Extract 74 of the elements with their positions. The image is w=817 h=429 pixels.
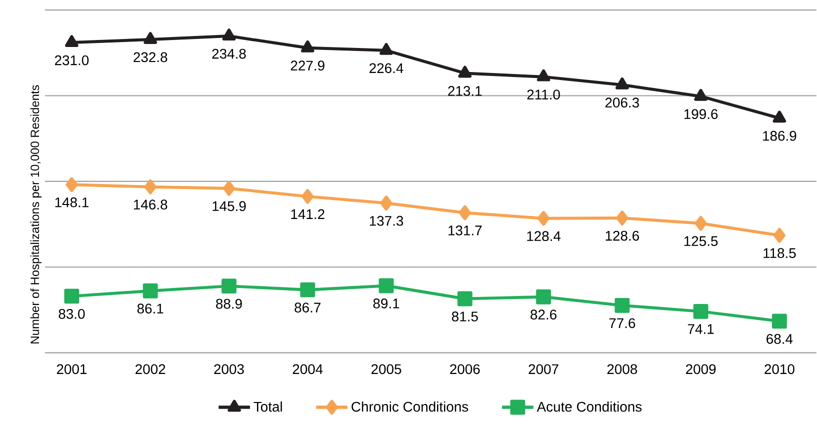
legend-label: Acute Conditions bbox=[536, 402, 642, 412]
point bbox=[380, 43, 393, 56]
point bbox=[694, 216, 707, 231]
point bbox=[380, 196, 392, 211]
data-label: 199.6 bbox=[684, 109, 718, 120]
point bbox=[300, 282, 316, 298]
point bbox=[536, 70, 550, 82]
point bbox=[144, 180, 156, 194]
x-tick-label: 2010 bbox=[764, 364, 794, 374]
point bbox=[222, 28, 236, 41]
point bbox=[223, 181, 235, 196]
data-label: 86.1 bbox=[137, 304, 164, 314]
legend-label: Chronic Conditions bbox=[352, 402, 468, 412]
point bbox=[222, 278, 236, 294]
data-label: 128.6 bbox=[606, 230, 639, 241]
legend-label: Total bbox=[254, 402, 282, 412]
data-label: 68.4 bbox=[766, 334, 793, 344]
data-label: 131.7 bbox=[448, 226, 482, 236]
point bbox=[302, 189, 314, 204]
data-label: 83.0 bbox=[58, 309, 85, 320]
data-label: 148.1 bbox=[55, 198, 88, 208]
data-label: 77.6 bbox=[609, 318, 636, 328]
data-label: 234.8 bbox=[212, 48, 246, 59]
point bbox=[536, 290, 551, 304]
data-label: 141.2 bbox=[291, 209, 324, 220]
point bbox=[772, 110, 786, 123]
data-label: 227.9 bbox=[290, 60, 324, 71]
y-axis-title: Number of Hospitalizations per 10,000 Residents bbox=[30, 85, 42, 344]
point bbox=[64, 288, 80, 304]
x-tick-label: 2007 bbox=[528, 364, 558, 374]
data-label: 145.9 bbox=[212, 201, 246, 212]
data-label: 231.0 bbox=[54, 56, 89, 66]
data-label: 89.1 bbox=[373, 298, 400, 309]
data-label: 146.8 bbox=[134, 200, 168, 210]
point bbox=[694, 89, 708, 101]
point bbox=[693, 304, 708, 320]
x-tick-label: 2008 bbox=[607, 364, 638, 374]
data-label: 88.9 bbox=[216, 299, 242, 309]
data-label: 74.1 bbox=[688, 324, 714, 334]
x-tick-label: 2004 bbox=[292, 364, 323, 374]
point bbox=[458, 205, 471, 220]
point bbox=[772, 314, 787, 329]
point bbox=[142, 284, 158, 298]
x-tick-label: 2003 bbox=[214, 364, 244, 374]
data-label: 118.5 bbox=[764, 248, 796, 258]
point bbox=[616, 78, 629, 90]
point bbox=[378, 278, 394, 294]
data-label: 211.0 bbox=[527, 90, 560, 100]
data-label: 226.4 bbox=[370, 63, 404, 74]
x-tick-label: 2005 bbox=[371, 364, 402, 374]
data-label: 86.7 bbox=[294, 302, 320, 313]
point bbox=[300, 40, 314, 52]
point bbox=[458, 66, 472, 78]
data-label: 81.5 bbox=[452, 312, 478, 322]
x-tick-label: 2001 bbox=[56, 364, 87, 374]
x-tick-label: 2002 bbox=[136, 364, 166, 374]
data-label: 125.5 bbox=[684, 236, 718, 246]
data-label: 128.4 bbox=[527, 231, 561, 242]
data-label: 137.3 bbox=[370, 216, 404, 226]
point bbox=[773, 228, 786, 243]
data-label: 206.3 bbox=[605, 98, 639, 108]
point bbox=[616, 210, 628, 226]
data-label: 232.8 bbox=[134, 52, 168, 62]
point bbox=[538, 211, 550, 226]
point bbox=[614, 298, 630, 314]
point bbox=[66, 177, 78, 192]
data-label: 82.6 bbox=[530, 310, 556, 320]
point bbox=[65, 35, 78, 48]
x-tick-label: 2006 bbox=[450, 364, 480, 374]
point bbox=[457, 291, 472, 306]
data-label: 186.9 bbox=[763, 131, 796, 141]
data-label: 213.1 bbox=[448, 86, 482, 96]
point bbox=[144, 32, 158, 44]
x-tick-label: 2009 bbox=[686, 364, 716, 374]
